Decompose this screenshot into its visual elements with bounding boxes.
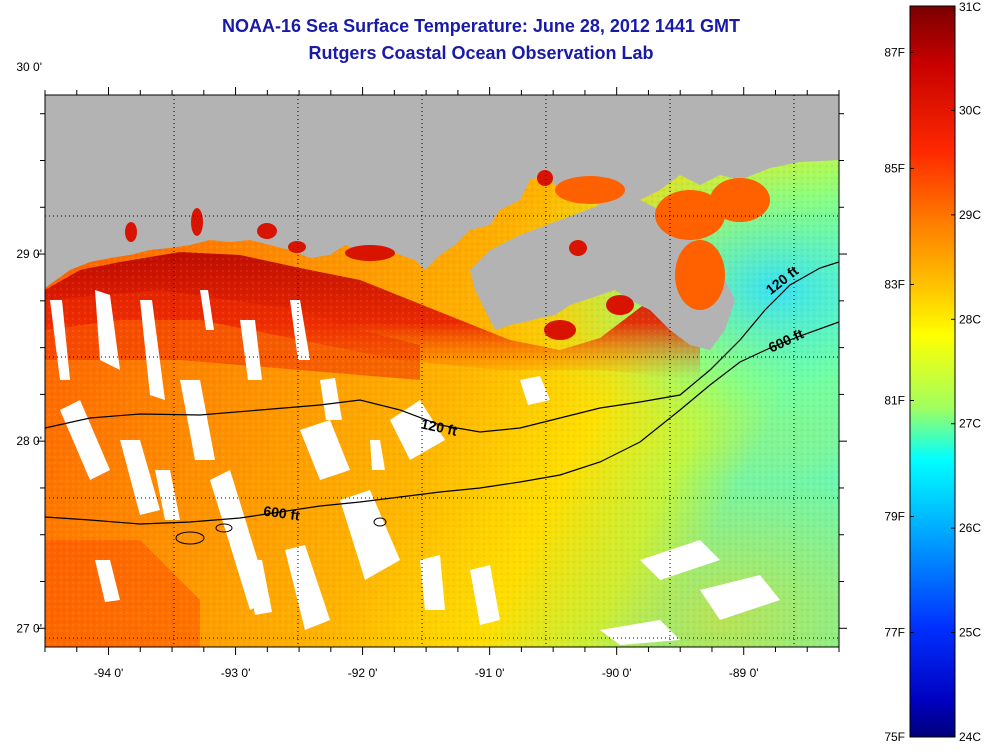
longitude-tick-label: -92 0' (348, 666, 378, 680)
colorbar-fahrenheit-label: 75F (884, 730, 905, 744)
colorbar-celsius-label: 28C (959, 312, 981, 326)
longitude-tick-label: -90 0' (602, 666, 632, 680)
colorbar-gradient (909, 5, 956, 738)
sst-plot-area: 120 ft 600 ft 120 ft 600 ft (45, 95, 839, 647)
colorbar-fahrenheit-label: 81F (884, 394, 905, 408)
latitude-tick-label: 30 0' (16, 60, 42, 74)
colorbar-celsius-label: 29C (959, 208, 981, 222)
inland-warm-water-bodies (125, 170, 634, 340)
colorbar-fahrenheit-label: 87F (884, 45, 905, 59)
land-mass (45, 95, 839, 288)
axis-ticks (37, 87, 847, 655)
colorbar-celsius-label: 27C (959, 417, 981, 431)
map-title-line-2: Rutgers Coastal Ocean Observation Lab (308, 43, 653, 63)
colorbar-celsius-label: 24C (959, 730, 981, 744)
colorbar-fahrenheit-label: 85F (884, 161, 905, 175)
contour-600ft-line (45, 321, 839, 525)
land-delta-region (470, 200, 735, 350)
contour-600ft-label-west: 600 ft (262, 503, 301, 524)
colorbar-ticks (910, 5, 955, 738)
inland-warm-water-bodies-east (555, 176, 770, 310)
latitude-labels: 30 0' 29 0' 28 0' 27 0' (16, 60, 42, 635)
colorbar: 31C 30C 29C 28C 27C 26C 25C 24C 87F 85F 83F 81F 79F… (884, 0, 981, 744)
plot-frame (44, 94, 840, 648)
shelf-edge-islands (175, 517, 387, 545)
longitude-labels: -94 0' -93 0' -92 0' -91 0' -90 0' -89 0' (94, 666, 759, 680)
colorbar-fahrenheit-label: 77F (884, 626, 905, 640)
longitude-tick-label: -89 0' (729, 666, 759, 680)
longitude-tick-label: -93 0' (221, 666, 251, 680)
latitude-tick-label: 29 0' (16, 247, 42, 261)
colorbar-fahrenheit-label: 83F (884, 277, 905, 291)
colorbar-fahrenheit-label: 79F (884, 510, 905, 524)
latitude-tick-label: 28 0' (16, 434, 42, 448)
longitude-tick-label: -91 0' (475, 666, 505, 680)
colorbar-fahrenheit-labels: 87F 85F 83F 81F 79F 77F 75F (884, 45, 905, 744)
cloud-mask (50, 290, 780, 645)
colorbar-celsius-labels: 31C 30C 29C 28C 27C 26C 25C 24C (959, 0, 981, 744)
map-title-line-1: NOAA-16 Sea Surface Temperature: June 28… (222, 16, 740, 36)
contour-120ft-label-mid: 120 ft (419, 415, 458, 438)
longitude-tick-label: -94 0' (94, 666, 124, 680)
colorbar-celsius-label: 31C (959, 0, 981, 14)
latitude-tick-label: 27 0' (16, 621, 42, 635)
colorbar-celsius-label: 30C (959, 103, 981, 117)
graticule (45, 95, 839, 647)
contour-120ft-line (45, 261, 839, 433)
colorbar-celsius-label: 26C (959, 521, 981, 535)
colorbar-celsius-label: 25C (959, 626, 981, 640)
